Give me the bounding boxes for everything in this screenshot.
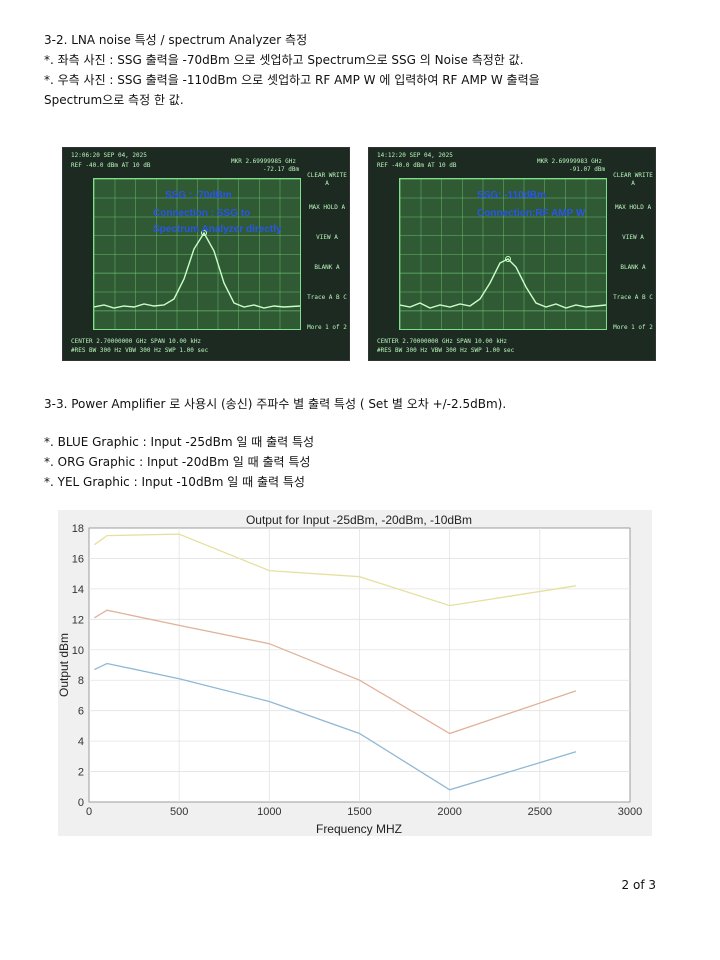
- annotation-connection: Connection : SSG to: [153, 208, 251, 219]
- y-tick-label: 2: [78, 767, 84, 779]
- scope-marker: MKR 2.69999983 GHz: [537, 158, 603, 165]
- softkey-view: VIEW A: [622, 234, 644, 241]
- annotation-direct: Spectrum Analyzer directly: [153, 224, 282, 235]
- softkey-clear-write: CLEAR WRITE A: [613, 172, 653, 187]
- page-number: 2 of 3: [621, 878, 656, 892]
- legend-note-org: *. ORG Graphic : Input -20dBm 일 때 출력 특성: [44, 455, 311, 469]
- y-axis-label: Output dBm: [58, 633, 71, 697]
- x-tick-label: 2500: [528, 806, 552, 818]
- annotation-ssg: SSG: -110dBm: [477, 190, 546, 201]
- x-tick-label: 0: [86, 806, 92, 818]
- scope-marker-value: -72.17 dBm: [263, 166, 300, 173]
- x-tick-labels: 0 500 1000 1500 2000 2500 3000: [86, 806, 642, 818]
- x-tick-label: 500: [170, 806, 188, 818]
- scope-bw: #RES BW 300 Hz VBW 300 Hz SWP 1.00 sec: [71, 347, 209, 354]
- output-chart: 0 500 1000 1500 2000 2500 3000 0 2 4 6 8 10 12 14 16 18…: [57, 510, 652, 836]
- scope-graticule: [399, 178, 607, 330]
- y-tick-label: 0: [78, 797, 84, 809]
- scope-time: 12:06:20 SEP 04, 2025: [71, 152, 147, 159]
- spectrum-photo-left: 12:06:20 SEP 04, 2025 REF -40.0 dBm AT 1…: [62, 147, 350, 361]
- legend-note-blue: *. BLUE Graphic : Input -25dBm 일 때 출력 특성: [44, 435, 315, 449]
- x-tick-label: 2000: [437, 806, 461, 818]
- section-heading-3-3: 3-3. Power Amplifier 로 사용시 (송신) 주파수 별 출력…: [44, 397, 507, 411]
- chart-title: Output for Input -25dBm, -20dBm, -10dBm: [246, 513, 472, 527]
- softkey-more: More 1 of 2: [613, 324, 653, 331]
- scope-marker: MKR 2.69999985 GHz: [231, 158, 297, 165]
- softkey-max-hold: MAX HOLD A: [614, 204, 652, 211]
- softkey-max-hold: MAX HOLD A: [308, 204, 346, 211]
- y-tick-label: 14: [72, 584, 84, 596]
- scope-marker-value: -91.07 dBm: [569, 166, 606, 173]
- series-line-1: [94, 609, 577, 735]
- softkey-blank: BLANK A: [314, 264, 340, 271]
- x-tick-label: 3000: [618, 806, 642, 818]
- softkey-more: More 1 of 2: [307, 324, 347, 331]
- legend-note-yel: *. YEL Graphic : Input -10dBm 일 때 출력 특성: [44, 475, 305, 489]
- section-heading-3-2: 3-2. LNA noise 특성 / spectrum Analyzer 측정: [44, 33, 308, 47]
- annotation-ssg: SSG : -70dBm: [165, 190, 232, 201]
- softkey-clear-write: CLEAR WRITE A: [307, 172, 347, 187]
- scope-center-span: CENTER 2.70000000 GHz SPAN 10.00 kHz: [71, 338, 202, 345]
- y-tick-label: 16: [72, 553, 84, 565]
- softkey-trace: Trace A B C: [307, 294, 347, 301]
- softkey-blank: BLANK A: [620, 264, 646, 271]
- scope-trace: [400, 256, 606, 309]
- series-line-2: [94, 533, 577, 607]
- y-tick-label: 12: [72, 614, 84, 626]
- scope-bw: #RES BW 300 Hz VBW 300 Hz SWP 1.00 sec: [377, 347, 515, 354]
- scope-trace: [94, 230, 300, 309]
- series-line-0: [94, 662, 577, 791]
- scope-center-span: CENTER 2.70000000 GHz SPAN 10.00 kHz: [377, 338, 508, 345]
- softkey-trace: Trace A B C: [613, 294, 653, 301]
- spectrum-photo-right: 14:12:20 SEP 04, 2025 REF -40.0 dBm AT 1…: [368, 147, 656, 361]
- y-tick-labels: 0 2 4 6 8 10 12 14 16 18: [72, 523, 84, 809]
- scope-graticule: [93, 178, 301, 330]
- y-tick-label: 8: [78, 675, 84, 687]
- note-left-photo: *. 좌측 사진 : SSG 출력을 -70dBm 으로 셋업하고 Spectr…: [44, 53, 524, 67]
- annotation-connection: Connection:RF AMP W: [477, 208, 586, 219]
- y-tick-label: 18: [72, 523, 84, 535]
- y-tick-label: 10: [72, 645, 84, 657]
- scope-time: 14:12:20 SEP 04, 2025: [377, 152, 453, 159]
- scope-ref: REF -40.0 dBm AT 10 dB: [71, 162, 151, 169]
- softkey-view: VIEW A: [316, 234, 338, 241]
- y-tick-label: 4: [78, 736, 84, 748]
- series-lines: [94, 533, 577, 791]
- note-right-photo-cont: Spectrum으로 측정 한 값.: [44, 93, 184, 107]
- x-tick-label: 1000: [257, 806, 281, 818]
- x-tick-label: 1500: [347, 806, 371, 818]
- y-tick-label: 6: [78, 706, 84, 718]
- grid-lines: [89, 528, 630, 802]
- x-axis-label: Frequency MHZ: [316, 822, 402, 836]
- output-chart-svg: 0 500 1000 1500 2000 2500 3000 0 2 4 6 8 10 12 14 16 18…: [57, 513, 642, 836]
- note-right-photo: *. 우측 사진 : SSG 출력을 -110dBm 으로 셋업하고 RF AM…: [44, 73, 540, 87]
- scope-ref: REF -40.0 dBm AT 10 dB: [377, 162, 457, 169]
